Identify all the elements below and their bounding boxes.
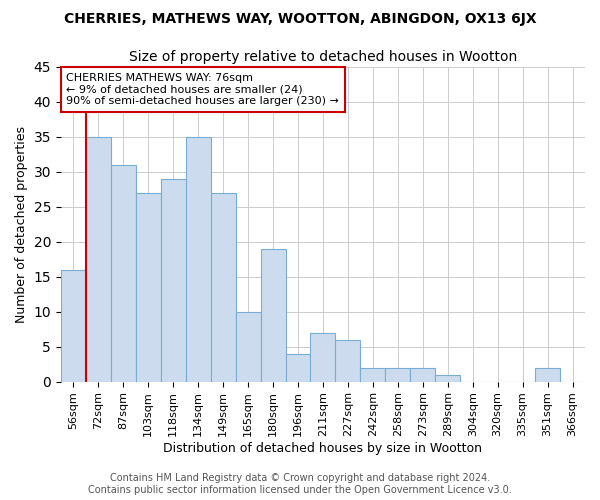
Bar bbox=[310, 332, 335, 382]
Bar bbox=[335, 340, 361, 382]
Bar bbox=[286, 354, 310, 382]
Text: CHERRIES MATHEWS WAY: 76sqm
← 9% of detached houses are smaller (24)
90% of semi: CHERRIES MATHEWS WAY: 76sqm ← 9% of deta… bbox=[66, 73, 339, 106]
Y-axis label: Number of detached properties: Number of detached properties bbox=[15, 126, 28, 322]
Bar bbox=[86, 136, 111, 382]
Bar bbox=[385, 368, 410, 382]
Text: CHERRIES, MATHEWS WAY, WOOTTON, ABINGDON, OX13 6JX: CHERRIES, MATHEWS WAY, WOOTTON, ABINGDON… bbox=[64, 12, 536, 26]
Bar bbox=[61, 270, 86, 382]
Bar bbox=[161, 178, 185, 382]
Bar bbox=[111, 164, 136, 382]
Bar bbox=[236, 312, 260, 382]
X-axis label: Distribution of detached houses by size in Wootton: Distribution of detached houses by size … bbox=[163, 442, 482, 455]
Title: Size of property relative to detached houses in Wootton: Size of property relative to detached ho… bbox=[129, 50, 517, 64]
Bar bbox=[435, 374, 460, 382]
Bar bbox=[136, 192, 161, 382]
Bar bbox=[535, 368, 560, 382]
Bar bbox=[260, 248, 286, 382]
Bar bbox=[185, 136, 211, 382]
Bar bbox=[211, 192, 236, 382]
Bar bbox=[410, 368, 435, 382]
Bar bbox=[361, 368, 385, 382]
Text: Contains HM Land Registry data © Crown copyright and database right 2024.
Contai: Contains HM Land Registry data © Crown c… bbox=[88, 474, 512, 495]
